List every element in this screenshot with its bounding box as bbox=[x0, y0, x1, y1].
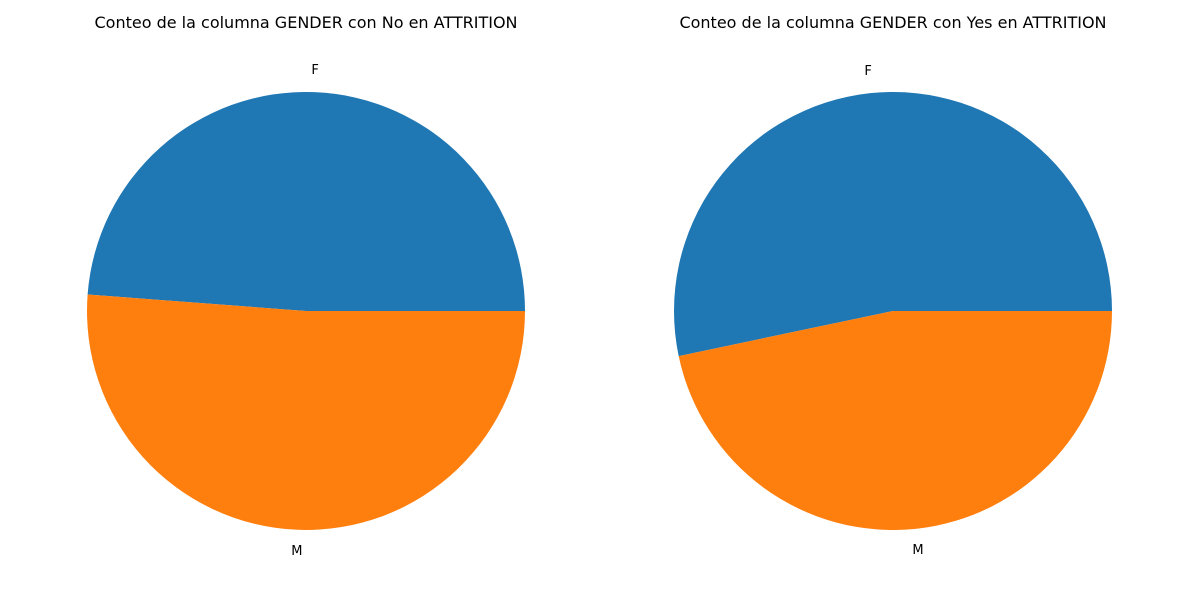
pie-label-f: F bbox=[311, 63, 318, 78]
chart-title: Conteo de la columna GENDER con No en AT… bbox=[95, 13, 518, 32]
pie-slice-f bbox=[87, 91, 526, 311]
pie-labels: FM bbox=[291, 63, 319, 559]
pie-label-m: M bbox=[291, 544, 302, 559]
pie-slices bbox=[87, 91, 526, 530]
pie-label-f: F bbox=[864, 64, 871, 79]
pie-slices bbox=[673, 91, 1112, 530]
pie-chart-no-attrition: Conteo de la columna GENDER con No en AT… bbox=[87, 13, 526, 559]
pie-labels: FM bbox=[864, 64, 923, 558]
pie-label-m: M bbox=[912, 543, 923, 558]
pie-slice-m bbox=[87, 294, 525, 530]
pie-slice-m bbox=[678, 311, 1112, 530]
chart-title: Conteo de la columna GENDER con Yes en A… bbox=[679, 13, 1106, 32]
pie-slice-f bbox=[673, 91, 1112, 357]
pie-chart-yes-attrition: Conteo de la columna GENDER con Yes en A… bbox=[673, 13, 1112, 558]
